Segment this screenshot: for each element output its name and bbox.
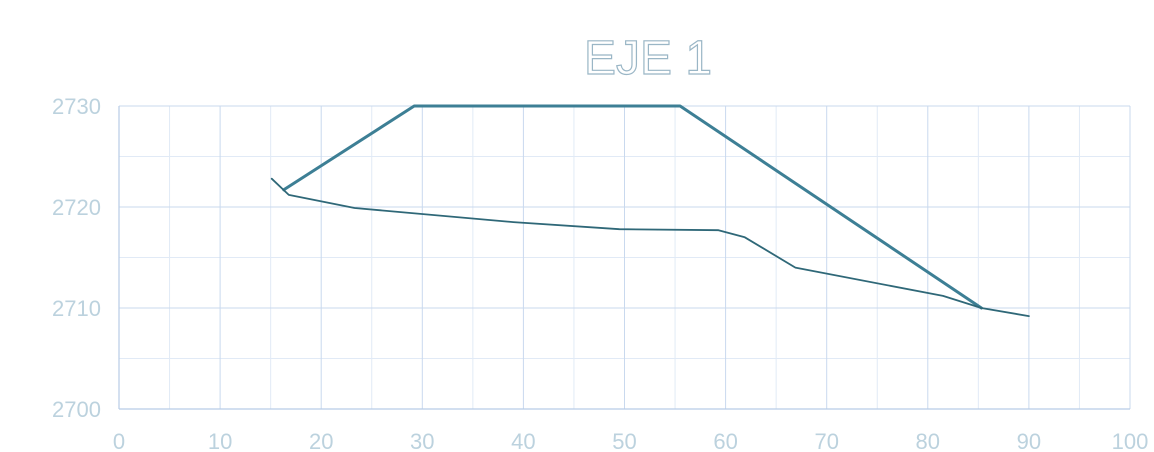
x-tick-label: 40: [511, 429, 535, 452]
x-tick-label: 70: [814, 429, 838, 452]
x-tick-label: 10: [208, 429, 232, 452]
x-tick-label: 30: [410, 429, 434, 452]
y-tick-label: 2720: [52, 195, 101, 220]
x-tick-label: 90: [1017, 429, 1041, 452]
x-tick-label: 60: [713, 429, 737, 452]
y-tick-label: 2700: [52, 397, 101, 422]
x-tick-label: 80: [916, 429, 940, 452]
y-tick-label: 2730: [52, 94, 101, 119]
x-tick-label: 0: [113, 429, 125, 452]
x-tick-label: 100: [1112, 429, 1149, 452]
x-tick-label: 50: [612, 429, 636, 452]
axes: [118, 106, 1130, 410]
y-tick-label: 2710: [52, 296, 101, 321]
grid: [118, 105, 1131, 410]
series-group: [270, 104, 1030, 318]
tick-labels: 0 10 20 30 40 50 60 70 80 90 100 2700 2710 2720 2730: [52, 94, 1148, 452]
series-line-1: [282, 104, 983, 310]
x-tick-label: 20: [309, 429, 333, 452]
chart-title: EJE 1: [584, 32, 712, 85]
series-line-2: [270, 177, 1030, 318]
